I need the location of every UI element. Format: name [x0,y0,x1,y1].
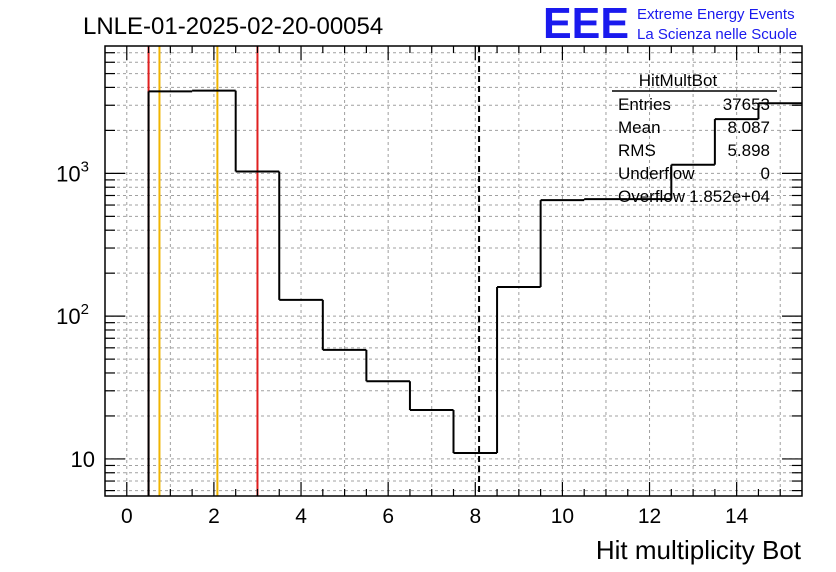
stats-row-value: 8.087 [727,118,770,137]
x-tick-label: 4 [295,505,307,528]
y-tick-label: 10 [71,447,95,472]
stats-row-label: RMS [618,141,656,160]
logo-line1: Extreme Energy Events [637,6,795,23]
x-tick-label: 14 [725,505,749,528]
reference-lines [147,46,481,496]
y-tick-label: 102 [56,301,89,329]
x-tick-label: 2 [208,505,220,528]
x-axis-label: Hit multiplicity Bot [596,535,802,565]
stats-row-label: Entries [618,95,671,114]
y-tick-label: 103 [56,158,89,186]
logo-mark: EEE [543,0,629,48]
x-tick-label: 0 [121,505,133,528]
stats-row-value: 1.852e+04 [689,187,770,206]
stats-box: HitMultBot Entries 37653 Mean 8.087 RMS 5.898… [612,71,777,206]
logo-line2: La Scienza nelle Scuole [637,26,797,43]
x-tick-label: 10 [551,505,574,528]
stats-row-value: 5.898 [727,141,770,160]
stats-row-label: Mean [618,118,661,137]
histogram-bars [147,89,802,496]
stats-box-title: HitMultBot [639,71,718,90]
grid [105,46,802,496]
eee-logo: EEE Extreme Energy Events La Scienza nel… [543,0,797,48]
axis-ticks: 0 2 4 6 8 10 12 14 10 102 103 [56,46,802,528]
x-tick-label: 12 [638,505,661,528]
x-tick-label: 8 [469,505,481,528]
x-tick-label: 6 [382,505,394,528]
chart-title: LNLE-01-2025-02-20-00054 [83,13,383,40]
stats-row-value: 0 [761,164,770,183]
stats-row-value: 37653 [723,95,770,114]
stats-row-label: Overflow [618,187,686,206]
stats-row-label: Underflow [618,164,695,183]
